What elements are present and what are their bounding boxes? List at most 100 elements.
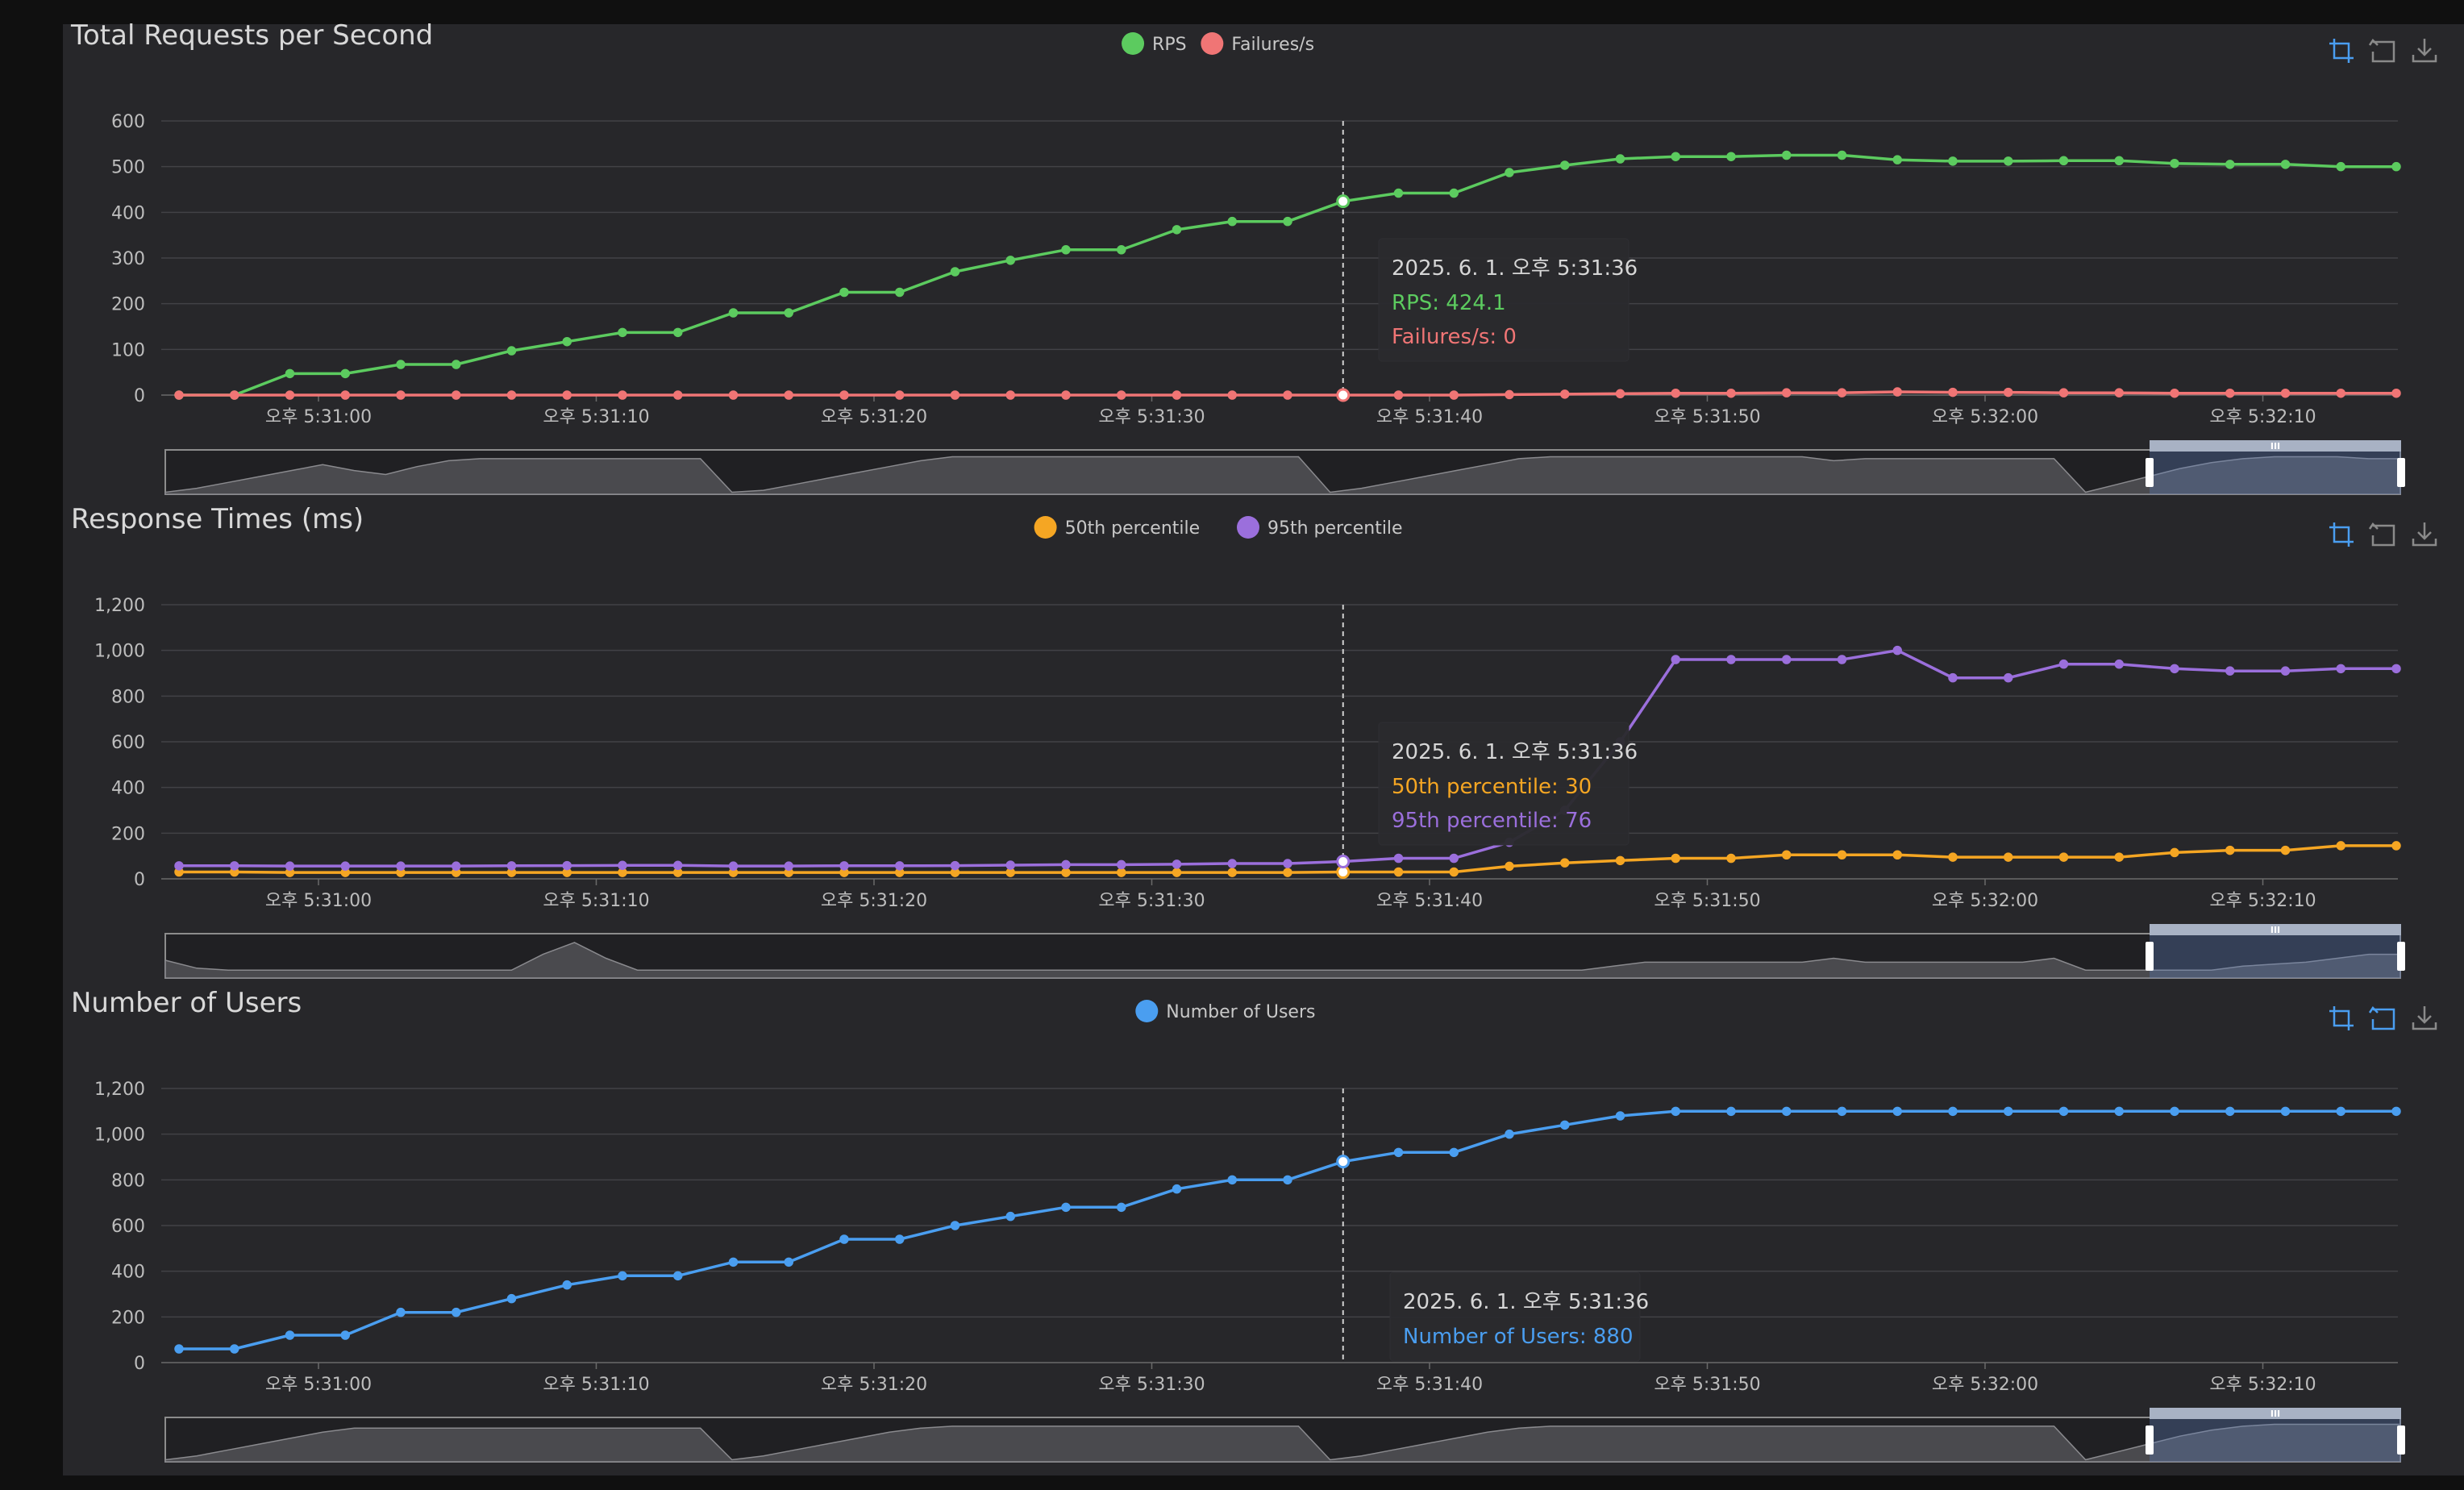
- slider-handle[interactable]: [2397, 458, 2405, 487]
- data-point[interactable]: [1117, 390, 1126, 400]
- data-point[interactable]: [230, 861, 239, 871]
- legend-marker[interactable]: [1135, 1000, 1159, 1022]
- data-point[interactable]: [562, 390, 572, 400]
- data-point[interactable]: [506, 1293, 517, 1304]
- data-point[interactable]: [1005, 256, 1015, 265]
- zoom-reset-icon[interactable]: [2368, 522, 2395, 547]
- data-point[interactable]: [1892, 1106, 1902, 1117]
- slider-handle[interactable]: [2397, 1425, 2405, 1455]
- data-point[interactable]: [673, 327, 683, 338]
- data-point[interactable]: [2391, 841, 2401, 851]
- data-point[interactable]: [396, 390, 406, 400]
- data-point[interactable]: [1449, 853, 1459, 864]
- data-point[interactable]: [1393, 853, 1404, 864]
- data-point[interactable]: [2280, 160, 2291, 169]
- data-point[interactable]: [618, 860, 627, 871]
- data-point[interactable]: [1227, 868, 1237, 877]
- data-point[interactable]: [1505, 861, 1514, 872]
- data-point[interactable]: [340, 390, 350, 400]
- data-point[interactable]: [839, 390, 849, 400]
- data-point[interactable]: [396, 1307, 406, 1317]
- data-point[interactable]: [895, 861, 905, 871]
- data-point[interactable]: [1449, 390, 1459, 400]
- data-point[interactable]: [1782, 1106, 1792, 1117]
- data-point[interactable]: [2114, 156, 2124, 166]
- data-point[interactable]: [1393, 188, 1404, 198]
- data-point[interactable]: [2058, 852, 2069, 862]
- data-point[interactable]: [1615, 1111, 1625, 1121]
- slider-window[interactable]: [2150, 934, 2401, 978]
- data-point[interactable]: [673, 860, 683, 871]
- legend-label[interactable]: 95th percentile: [1267, 518, 1403, 539]
- data-point[interactable]: [618, 1271, 627, 1281]
- data-point[interactable]: [1948, 672, 1958, 683]
- legend-marker[interactable]: [1201, 32, 1224, 55]
- zoom-slider[interactable]: III: [164, 924, 2405, 979]
- data-point[interactable]: [452, 360, 461, 369]
- data-point[interactable]: [174, 1344, 184, 1354]
- data-point[interactable]: [1336, 1155, 1351, 1169]
- slider-grip-icon[interactable]: III: [2270, 441, 2280, 452]
- data-point[interactable]: [2391, 1106, 2401, 1117]
- data-point[interactable]: [1172, 859, 1182, 869]
- data-point[interactable]: [1948, 156, 1958, 166]
- data-point[interactable]: [506, 390, 517, 400]
- slider-handle[interactable]: [2146, 942, 2154, 971]
- data-point[interactable]: [506, 346, 517, 356]
- data-point[interactable]: [1117, 1202, 1126, 1213]
- data-point[interactable]: [728, 861, 739, 871]
- data-point[interactable]: [1061, 859, 1071, 870]
- data-point[interactable]: [1172, 1184, 1182, 1194]
- data-point[interactable]: [2280, 845, 2291, 855]
- data-point[interactable]: [2170, 388, 2179, 398]
- data-point[interactable]: [1837, 150, 1847, 160]
- data-point[interactable]: [1892, 155, 1902, 164]
- data-point[interactable]: [340, 1330, 350, 1340]
- data-point[interactable]: [2225, 666, 2235, 676]
- data-point[interactable]: [230, 390, 239, 400]
- data-point[interactable]: [950, 390, 960, 400]
- zoom-slider[interactable]: III: [164, 440, 2405, 495]
- data-point[interactable]: [1283, 1175, 1292, 1185]
- data-point[interactable]: [618, 390, 627, 400]
- data-point[interactable]: [1449, 188, 1459, 198]
- data-point[interactable]: [2058, 659, 2069, 669]
- data-point[interactable]: [784, 1257, 793, 1267]
- data-point[interactable]: [562, 336, 572, 347]
- zoom-select-icon[interactable]: [2329, 1006, 2354, 1030]
- legend-label[interactable]: Number of Users: [1166, 1002, 1315, 1022]
- zoom-reset-icon[interactable]: [2368, 1006, 2395, 1030]
- data-point[interactable]: [673, 390, 683, 400]
- data-point[interactable]: [2225, 845, 2235, 855]
- data-point[interactable]: [2114, 659, 2124, 669]
- data-point[interactable]: [1837, 655, 1847, 664]
- data-point[interactable]: [2170, 158, 2179, 169]
- data-point[interactable]: [340, 368, 350, 379]
- data-point[interactable]: [285, 861, 295, 871]
- data-point[interactable]: [2225, 160, 2235, 169]
- data-point[interactable]: [2004, 672, 2013, 683]
- data-point[interactable]: [2336, 161, 2345, 172]
- legend-label[interactable]: 50th percentile: [1065, 518, 1201, 539]
- data-point[interactable]: [1283, 216, 1292, 227]
- data-point[interactable]: [1615, 389, 1625, 399]
- data-point[interactable]: [506, 861, 517, 871]
- data-point[interactable]: [839, 287, 849, 298]
- data-point[interactable]: [285, 390, 295, 400]
- data-point[interactable]: [1117, 859, 1126, 870]
- data-point[interactable]: [1227, 390, 1237, 400]
- data-point[interactable]: [1393, 1147, 1404, 1158]
- data-point[interactable]: [1393, 867, 1404, 877]
- slider-handle[interactable]: [2146, 1425, 2154, 1455]
- data-point[interactable]: [1892, 645, 1902, 656]
- data-point[interactable]: [784, 308, 793, 318]
- data-point[interactable]: [1892, 387, 1902, 397]
- data-point[interactable]: [1283, 390, 1292, 400]
- slider-window[interactable]: [2150, 450, 2401, 494]
- data-point[interactable]: [452, 1307, 461, 1317]
- data-point[interactable]: [2058, 156, 2069, 166]
- data-point[interactable]: [1726, 1106, 1736, 1117]
- zoom-slider[interactable]: III: [164, 1408, 2405, 1463]
- legend-label[interactable]: RPS: [1152, 35, 1187, 55]
- slider-drag-bar[interactable]: [2150, 924, 2401, 935]
